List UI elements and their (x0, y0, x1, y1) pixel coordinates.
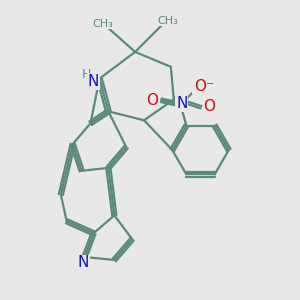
Text: H: H (81, 68, 91, 81)
Text: +: + (192, 83, 202, 93)
Text: N: N (176, 96, 188, 111)
Text: CH₃: CH₃ (92, 19, 113, 29)
Text: CH₃: CH₃ (158, 16, 178, 26)
Text: N: N (88, 74, 99, 89)
Text: O⁻: O⁻ (194, 80, 214, 94)
Text: O: O (146, 93, 158, 108)
Text: O: O (203, 99, 215, 114)
Text: N: N (77, 255, 89, 270)
